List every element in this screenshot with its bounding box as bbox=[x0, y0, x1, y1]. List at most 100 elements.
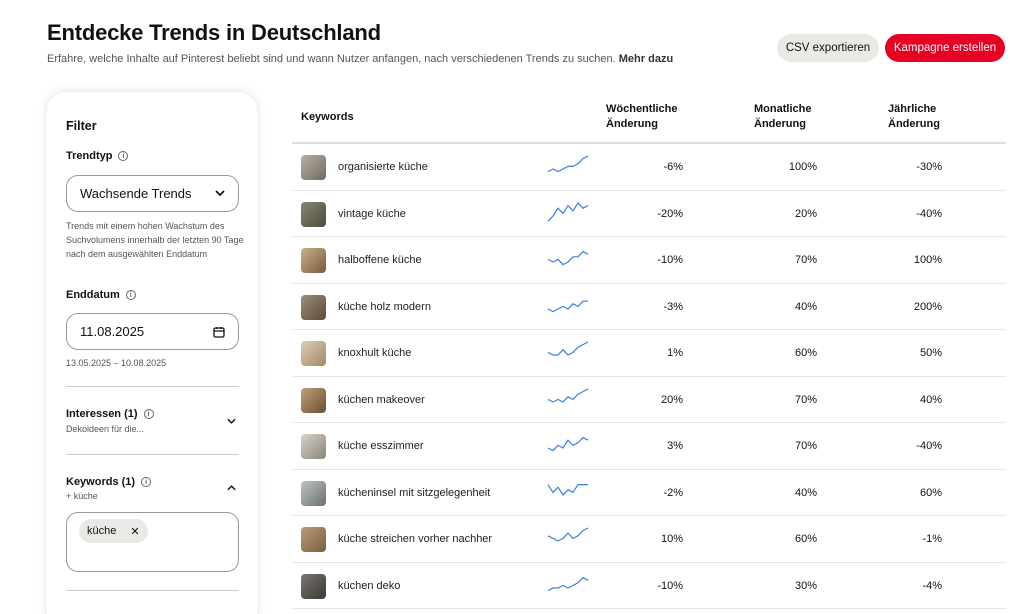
table-row[interactable]: knoxhult küche 1% 60% 50% bbox=[292, 330, 1006, 377]
calendar-icon[interactable] bbox=[213, 326, 225, 338]
chevron-up-icon[interactable] bbox=[227, 483, 236, 492]
table-row[interactable]: vintage küche -20% 20% -40% bbox=[292, 191, 1006, 237]
yearly-change: 100% bbox=[913, 254, 942, 266]
keyword-text[interactable]: kücheninsel mit sitzgelegenheit bbox=[338, 486, 491, 499]
divider bbox=[66, 454, 239, 455]
sparkline-icon bbox=[547, 387, 589, 403]
keyword-text[interactable]: organisierte küche bbox=[338, 161, 428, 173]
weekly-change: 10% bbox=[660, 533, 683, 545]
sparkline-icon bbox=[547, 436, 589, 452]
yearly-change: 60% bbox=[919, 486, 942, 499]
table-header: Keywords Wöchentliche Änderung Monatlich… bbox=[292, 92, 1006, 144]
page-title: Entdecke Trends in Deutschland bbox=[47, 20, 381, 45]
more-link[interactable]: Mehr dazu bbox=[618, 53, 674, 65]
weekly-change: -6% bbox=[663, 161, 683, 173]
weekly-change: -10% bbox=[657, 254, 683, 266]
interests-sub: Dekoideen für die... bbox=[66, 424, 145, 434]
monthly-change: 30% bbox=[794, 579, 817, 592]
create-campaign-button[interactable]: Kampagne erstellen bbox=[885, 34, 1005, 62]
table-row[interactable]: küche streichen vorher nachher 10% 60% -1% bbox=[292, 516, 1006, 563]
interests-label-text: Interessen (1) bbox=[66, 408, 138, 420]
yearly-change: -40% bbox=[916, 440, 942, 452]
close-icon[interactable]: ✕ bbox=[130, 525, 140, 538]
keyword-thumbnail bbox=[301, 201, 326, 227]
keyword-text[interactable]: küchen makeover bbox=[338, 393, 425, 406]
sparkline-icon bbox=[547, 341, 589, 356]
page-subtitle: Erfahre, welche Inhalte auf Pinterest be… bbox=[47, 53, 673, 65]
yearly-change: -40% bbox=[916, 207, 942, 220]
table-row[interactable]: halboffene küche -10% 70% 100% bbox=[292, 237, 1006, 284]
monthly-change: 60% bbox=[794, 533, 817, 545]
yearly-change: -4% bbox=[922, 579, 942, 592]
divider bbox=[66, 386, 239, 387]
trend-type-label-text: Trendtyp bbox=[66, 150, 113, 162]
table-row[interactable]: organisierte küche -6% 100% -30% bbox=[292, 144, 1006, 191]
info-icon[interactable]: i bbox=[143, 409, 154, 419]
monthly-change: 70% bbox=[794, 254, 817, 266]
weekly-change: -3% bbox=[663, 300, 683, 313]
weekly-change: -20% bbox=[657, 207, 683, 220]
keyword-thumbnail bbox=[301, 434, 326, 459]
col-yearly[interactable]: Jährliche Änderung bbox=[888, 103, 940, 130]
weekly-change: 1% bbox=[667, 347, 683, 359]
monthly-change: 70% bbox=[794, 393, 817, 406]
info-icon[interactable]: i bbox=[125, 290, 136, 300]
sparkline-icon bbox=[547, 201, 589, 222]
weekly-change: -10% bbox=[657, 579, 683, 592]
csv-export-button[interactable]: CSV exportieren bbox=[777, 34, 879, 62]
keyword-chip-label: küche bbox=[87, 525, 117, 537]
yearly-change: -30% bbox=[916, 161, 942, 173]
trend-type-select[interactable]: Wachsende Trends bbox=[66, 175, 239, 212]
monthly-change: 40% bbox=[794, 486, 817, 499]
trends-table: Keywords Wöchentliche Änderung Monatlich… bbox=[292, 92, 1006, 609]
table-row[interactable]: küche esszimmer 3% 70% -40% bbox=[292, 423, 1006, 470]
keyword-chip[interactable]: küche ✕ bbox=[79, 519, 148, 543]
divider bbox=[66, 590, 239, 591]
keyword-thumbnail bbox=[301, 527, 326, 552]
filter-title: Filter bbox=[66, 119, 97, 133]
monthly-change: 70% bbox=[794, 440, 817, 452]
keywords-label-text: Keywords (1) bbox=[66, 476, 136, 488]
keywords-input[interactable]: küche ✕ bbox=[66, 512, 239, 572]
keywords-label[interactable]: Keywords (1) i bbox=[66, 476, 152, 488]
yearly-change: 40% bbox=[919, 393, 942, 406]
col-monthly[interactable]: Monatliche Änderung bbox=[754, 103, 812, 130]
keyword-text[interactable]: vintage küche bbox=[338, 207, 406, 220]
col-keywords[interactable]: Keywords bbox=[301, 111, 354, 123]
table-row[interactable]: küchen deko -10% 30% -4% bbox=[292, 563, 1006, 609]
interests-label[interactable]: Interessen (1) i bbox=[66, 408, 154, 420]
keyword-thumbnail bbox=[301, 294, 326, 320]
col-weekly[interactable]: Wöchentliche Änderung bbox=[606, 103, 678, 130]
monthly-change: 60% bbox=[794, 347, 817, 359]
weekly-change: 20% bbox=[660, 393, 683, 406]
monthly-change: 20% bbox=[794, 207, 817, 220]
sparkline-icon bbox=[547, 576, 589, 591]
keyword-text[interactable]: küchen deko bbox=[338, 579, 401, 592]
keyword-text[interactable]: knoxhult küche bbox=[338, 347, 412, 359]
table-row[interactable]: kücheninsel mit sitzgelegenheit -2% 40% 60% bbox=[292, 470, 1006, 516]
monthly-change: 100% bbox=[788, 161, 817, 173]
sparkline-icon bbox=[547, 300, 588, 312]
trend-type-label: Trendtyp i bbox=[66, 150, 129, 162]
keywords-sub: + küche bbox=[66, 491, 98, 501]
table-row[interactable]: küchen makeover 20% 70% 40% bbox=[292, 377, 1006, 423]
chevron-down-icon[interactable] bbox=[227, 417, 236, 426]
end-date-input[interactable]: 11.08.2025 bbox=[66, 313, 239, 350]
trend-type-help: Trends mit einem hohen Wachstum des Such… bbox=[66, 221, 244, 259]
info-icon[interactable]: i bbox=[141, 477, 152, 487]
keyword-thumbnail bbox=[301, 480, 326, 506]
keyword-text[interactable]: küche esszimmer bbox=[338, 440, 424, 452]
sparkline-icon bbox=[547, 483, 588, 496]
info-icon[interactable]: i bbox=[118, 151, 129, 161]
end-date-label: Enddatum i bbox=[66, 289, 136, 301]
keyword-text[interactable]: küche streichen vorher nachher bbox=[338, 533, 493, 545]
date-range: 13.05.2025 – 10.08.2025 bbox=[66, 358, 167, 368]
keyword-text[interactable]: halboffene küche bbox=[338, 254, 422, 266]
keyword-text[interactable]: küche holz modern bbox=[338, 300, 431, 313]
monthly-change: 40% bbox=[794, 300, 817, 313]
keyword-thumbnail bbox=[301, 387, 326, 413]
trend-type-value: Wachsende Trends bbox=[80, 186, 192, 201]
table-row[interactable]: küche holz modern -3% 40% 200% bbox=[292, 284, 1006, 330]
weekly-change: 3% bbox=[667, 440, 683, 452]
chevron-down-icon bbox=[215, 190, 225, 197]
